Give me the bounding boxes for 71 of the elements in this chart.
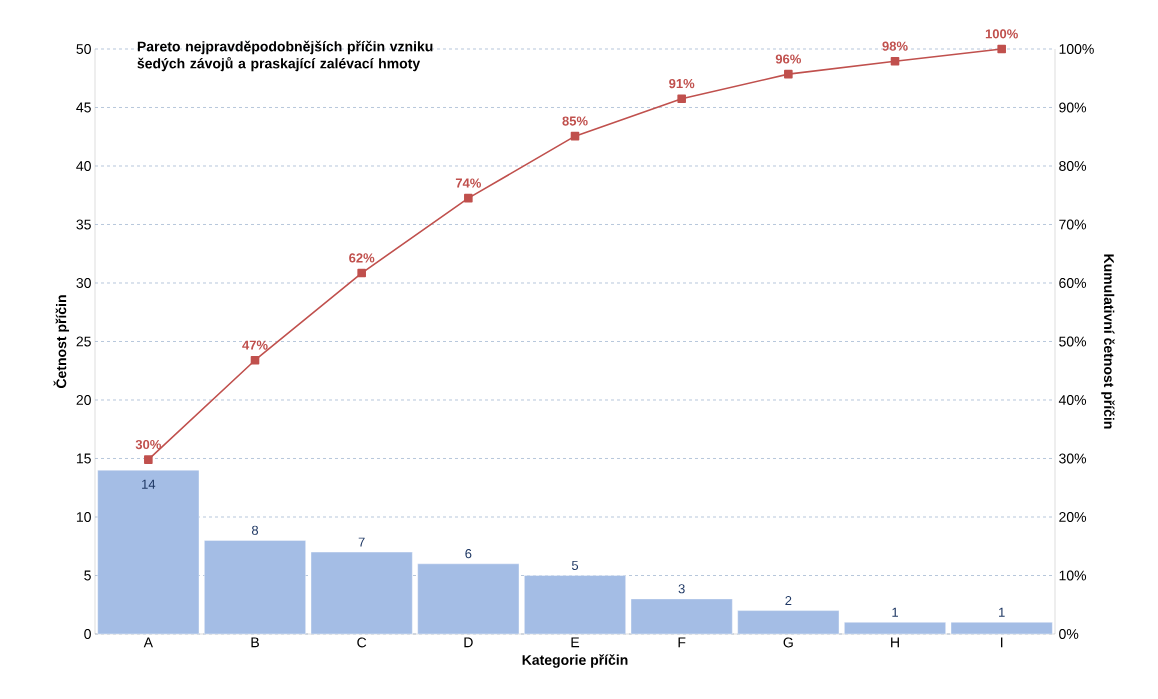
y2-axis-title: Kumulativní četnost příčin: [1101, 254, 1115, 429]
y-tick-label: 50: [76, 44, 91, 54]
x-tick-label: C: [357, 637, 367, 648]
x-tick-label: H: [891, 637, 899, 648]
data-label: 91%: [669, 78, 695, 89]
bar: [524, 575, 626, 635]
y2-tick-label: 60%: [1059, 278, 1087, 288]
data-label: 1: [999, 607, 1005, 617]
bar: [630, 598, 733, 635]
point: [997, 44, 1006, 54]
x-tick-label: B: [251, 637, 259, 648]
x-tick-label: D: [464, 637, 473, 648]
bar: [310, 551, 413, 635]
y-tick-label: 20: [76, 395, 91, 405]
point: [570, 131, 580, 141]
x-tick-label: F: [678, 637, 686, 648]
x-tick-label: I: [1001, 637, 1003, 648]
data-label: 7: [358, 537, 365, 547]
data-label: 74%: [455, 178, 481, 188]
y2-tick-label: 40%: [1058, 395, 1087, 405]
x-tick-label: A: [143, 637, 153, 648]
point: [250, 355, 260, 365]
bar: [97, 470, 200, 635]
data-label: 6: [465, 549, 472, 559]
data-label: 3: [678, 584, 685, 594]
y-tick-label: 5: [84, 570, 91, 581]
x-tick-label: G: [783, 637, 793, 648]
point: [784, 69, 793, 79]
y2-tick-label: 0%: [1059, 629, 1079, 639]
data-label: 85%: [562, 116, 588, 126]
y-tick-label: 25: [76, 336, 91, 347]
y2-tick-label: 10%: [1059, 570, 1087, 581]
point: [357, 268, 366, 278]
y2-tick-label: 50%: [1059, 336, 1087, 347]
data-label: 2: [785, 595, 792, 606]
y2-tick-label: 90%: [1059, 102, 1087, 113]
bar: [737, 610, 840, 635]
data-label: 62%: [349, 253, 375, 263]
y2-tick-label: 70%: [1059, 219, 1087, 230]
point: [890, 56, 900, 66]
x-axis-title: Kategorie příčin: [522, 654, 628, 668]
y2-tick-label: 80%: [1059, 161, 1087, 171]
y-tick-label: 40: [76, 161, 91, 171]
y2-tick-label: 100%: [1059, 44, 1094, 54]
bar: [950, 622, 1053, 635]
data-label: 8: [251, 525, 259, 535]
x-tick-label: E: [571, 637, 580, 648]
y-tick-label: 10: [76, 512, 91, 522]
point: [144, 455, 153, 464]
bar: [417, 563, 520, 635]
data-label: 5: [571, 560, 579, 570]
data-label: 1: [892, 607, 898, 617]
bar: [204, 540, 306, 635]
data-label: 47%: [242, 340, 268, 350]
data-label: 14: [142, 479, 156, 489]
chart-title: Pareto nejpravděpodobnějších příčin vzniku šedých závojů a praskající zalévací hmoty: [137, 40, 433, 72]
y2-tick-label: 30%: [1059, 453, 1087, 464]
data-label: 100%: [985, 29, 1018, 39]
y-tick-label: 0: [84, 629, 91, 639]
y2-tick-label: 20%: [1059, 512, 1087, 522]
y-tick-label: 35: [76, 219, 91, 230]
y-tick-label: 30: [76, 278, 91, 288]
y-tick-label: 15: [76, 453, 91, 464]
y-axis-title: Četnost příčin: [53, 295, 70, 388]
data-label: 30%: [135, 439, 161, 450]
point: [464, 193, 473, 203]
data-label: 98%: [882, 41, 908, 51]
bar: [844, 622, 946, 635]
data-label: 96%: [775, 54, 801, 64]
y-tick-label: 45: [76, 102, 91, 113]
point: [677, 94, 686, 104]
